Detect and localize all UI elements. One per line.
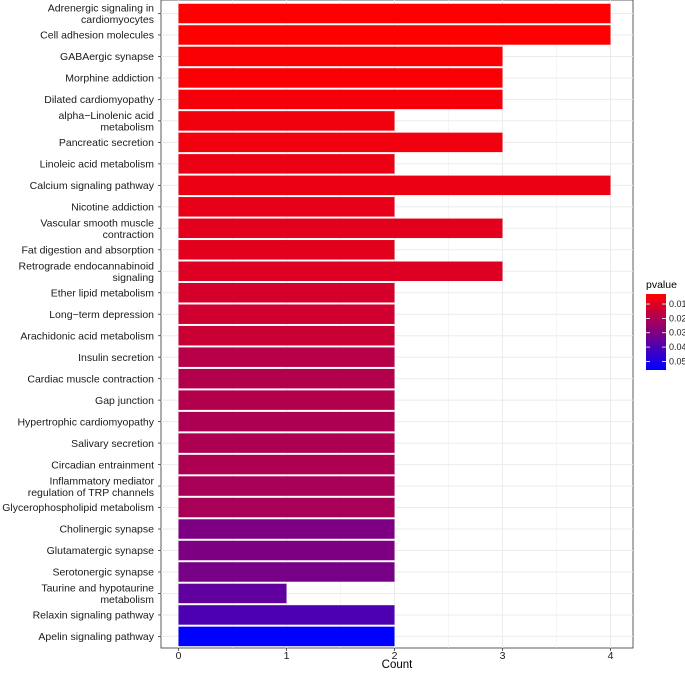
bar bbox=[178, 261, 503, 282]
category-label: Apelin signaling pathway bbox=[38, 631, 154, 643]
legend-label: 0.04 bbox=[669, 342, 685, 352]
category-label: Glycerophospholipid metabolism bbox=[2, 502, 154, 514]
bars bbox=[178, 3, 611, 647]
pvalue-legend: pvalue 0.01 0.02 0.03 0.04 0.05 bbox=[646, 279, 685, 370]
category-label: Retrograde endocannabinoid signaling bbox=[19, 260, 155, 284]
bar bbox=[178, 46, 503, 67]
category-label: Fat digestion and absorption bbox=[21, 244, 154, 256]
x-tick-label: 4 bbox=[608, 650, 614, 662]
bar bbox=[178, 433, 395, 453]
bar bbox=[178, 68, 503, 88]
bar bbox=[178, 25, 611, 45]
category-label: Serotonergic synapse bbox=[52, 567, 154, 579]
bar bbox=[178, 454, 395, 475]
bar bbox=[178, 3, 611, 24]
category-label: Relaxin signaling pathway bbox=[33, 610, 155, 622]
bar bbox=[178, 89, 503, 110]
x-tick-label: 2 bbox=[392, 650, 398, 662]
category-label: Adrenergic signaling in cardiomyocytes bbox=[48, 3, 154, 27]
bar bbox=[178, 519, 395, 539]
bar bbox=[178, 132, 503, 153]
category-label: Morphine addiction bbox=[65, 73, 154, 85]
category-label: Taurine and hypotaurine metabolism bbox=[41, 583, 154, 607]
category-label: Cholinergic synapse bbox=[59, 524, 154, 536]
x-tick-label: 1 bbox=[284, 650, 290, 662]
category-label: alpha−Linolenic acid metabolism bbox=[59, 110, 155, 134]
x-axis-title: Count bbox=[382, 659, 413, 671]
category-label: Cardiac muscle contraction bbox=[27, 373, 154, 385]
bar bbox=[178, 368, 395, 389]
category-label: Salivary secretion bbox=[71, 438, 154, 450]
x-tick-label: 3 bbox=[500, 650, 506, 662]
category-labels: Adrenergic signaling in cardiomyocytes Cel… bbox=[2, 3, 161, 643]
bar bbox=[178, 411, 395, 432]
x-axis-ticks: 0 1 2 3 4 bbox=[176, 648, 614, 662]
category-label: Insulin secretion bbox=[78, 352, 154, 364]
category-label: GABAergic synapse bbox=[60, 51, 154, 63]
category-label: Nicotine addiction bbox=[71, 202, 154, 214]
category-label: Long−term depression bbox=[49, 309, 154, 321]
legend-title: pvalue bbox=[646, 279, 677, 291]
bar bbox=[178, 240, 395, 260]
bar bbox=[178, 347, 395, 367]
category-label: Circadian entrainment bbox=[51, 459, 154, 471]
bar bbox=[178, 605, 395, 625]
category-label: Gap junction bbox=[95, 395, 154, 407]
legend-label: 0.01 bbox=[669, 299, 685, 309]
bar bbox=[178, 111, 395, 131]
bar bbox=[178, 282, 395, 303]
category-label: Calcium signaling pathway bbox=[30, 180, 155, 192]
bar bbox=[178, 497, 395, 518]
category-label: Linoleic acid metabolism bbox=[40, 159, 155, 171]
bar bbox=[178, 304, 395, 324]
bar bbox=[178, 562, 395, 582]
bar bbox=[178, 154, 395, 174]
category-label: Glutamatergic synapse bbox=[47, 545, 155, 557]
category-label: Cell adhesion molecules bbox=[40, 30, 154, 42]
legend-label: 0.05 bbox=[669, 356, 685, 366]
category-label: Dilated cardiomyopathy bbox=[44, 94, 154, 106]
category-label: Hypertrophic cardiomyopathy bbox=[17, 416, 154, 428]
category-label: Pancreatic secretion bbox=[59, 137, 154, 149]
bar bbox=[178, 583, 287, 604]
category-label: Vascular smooth muscle contraction bbox=[40, 218, 154, 242]
bar bbox=[178, 197, 395, 217]
bar bbox=[178, 476, 395, 496]
legend-label: 0.03 bbox=[669, 328, 685, 338]
legend-label: 0.02 bbox=[669, 313, 685, 323]
bar bbox=[178, 218, 503, 239]
x-tick-label: 0 bbox=[176, 650, 182, 662]
bar bbox=[178, 390, 395, 410]
bar bbox=[178, 325, 395, 346]
legend-colorbar bbox=[646, 294, 666, 370]
bar bbox=[178, 175, 611, 196]
category-label: Inflammatory mediator regulation of TRP c… bbox=[28, 475, 155, 499]
category-label: Arachidonic acid metabolism bbox=[20, 330, 154, 342]
category-label: Ether lipid metabolism bbox=[51, 287, 155, 299]
bar bbox=[178, 540, 395, 561]
bar bbox=[178, 626, 395, 647]
